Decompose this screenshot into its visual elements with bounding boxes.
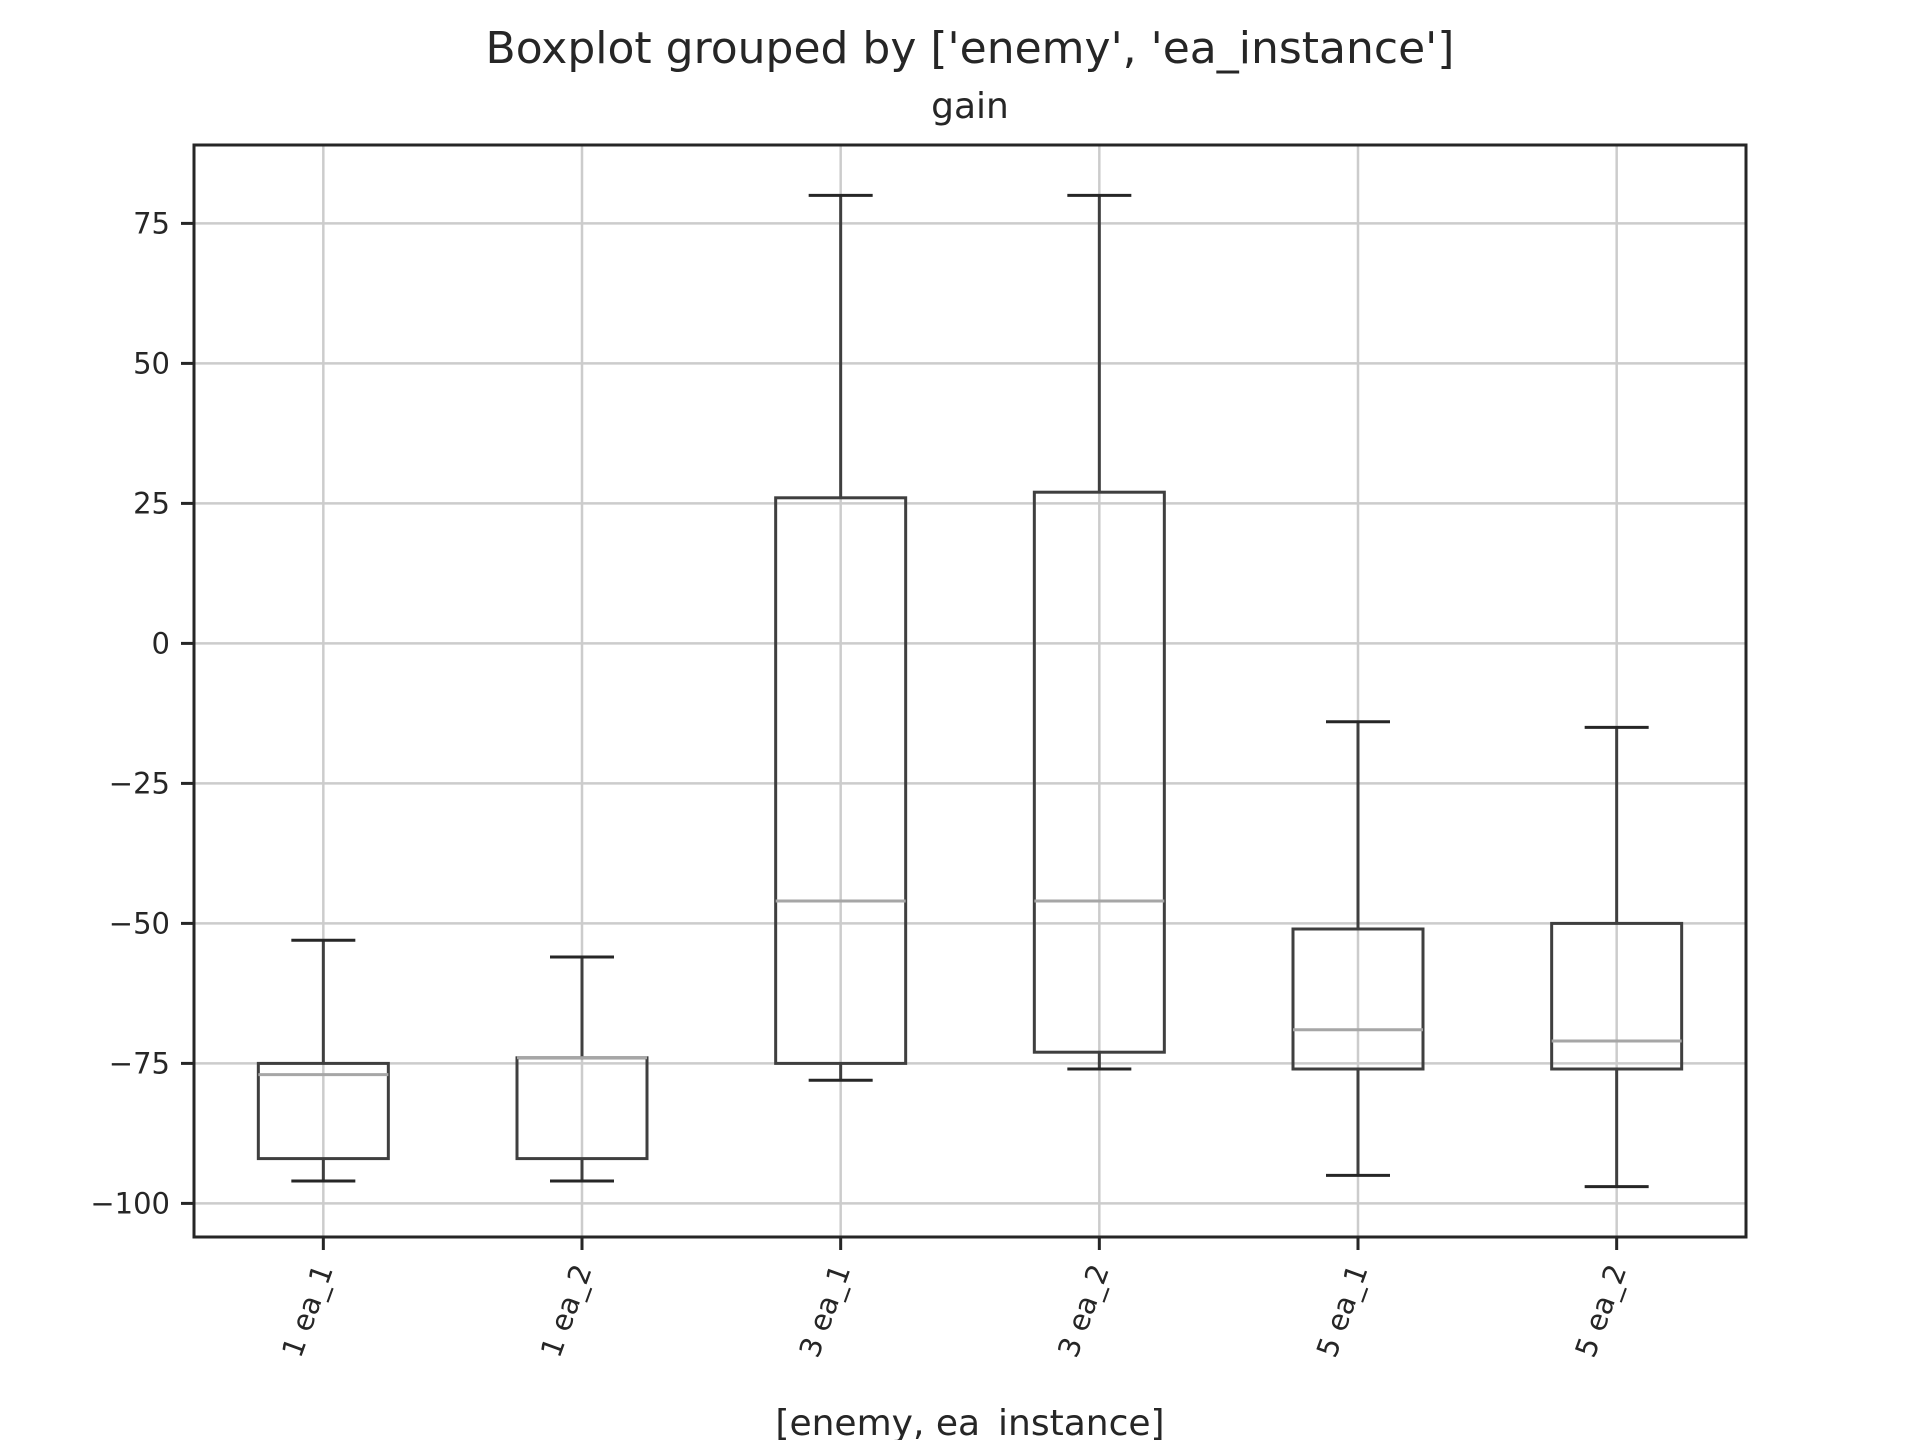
- x-tick-label: 5 ea_1: [1310, 1260, 1375, 1362]
- y-tick-label: 25: [133, 486, 170, 520]
- box-group: [1291, 720, 1425, 1177]
- x-tick-label: 1 ea_1: [275, 1260, 340, 1362]
- iqr-box: [1291, 927, 1425, 1071]
- iqr-box: [1550, 921, 1684, 1071]
- x-tick-label: 1 ea_2: [534, 1260, 599, 1362]
- y-tick-label: −75: [109, 1046, 170, 1080]
- box-group: [1032, 193, 1166, 1071]
- x-tick-label: 3 ea_1: [792, 1260, 857, 1362]
- chart-title: Boxplot grouped by ['enemy', 'ea_instanc…: [486, 23, 1455, 74]
- y-tick-label: −100: [90, 1186, 170, 1220]
- box-group: [256, 938, 390, 1183]
- box-group: [1550, 725, 1684, 1189]
- box-series: [256, 193, 1684, 1189]
- y-tick-label: 0: [152, 626, 170, 660]
- x-axis-label: [enemy, ea_instance]: [775, 1403, 1164, 1440]
- box-group: [515, 955, 649, 1183]
- grid-lines: [194, 145, 1746, 1237]
- y-tick-label: 50: [133, 346, 170, 380]
- y-tick-label: 75: [133, 206, 170, 240]
- iqr-box: [1032, 490, 1166, 1054]
- iqr-box: [774, 496, 908, 1065]
- plot-frame: [192, 143, 1748, 1239]
- box-group: [774, 193, 908, 1082]
- y-tick-label: −50: [109, 906, 170, 940]
- chart-subtitle: gain: [931, 86, 1009, 127]
- x-tick-label: 5 ea_2: [1568, 1260, 1633, 1362]
- iqr-box: [256, 1061, 390, 1161]
- x-tick-label: 3 ea_2: [1051, 1260, 1116, 1362]
- y-tick-label: −25: [109, 766, 170, 800]
